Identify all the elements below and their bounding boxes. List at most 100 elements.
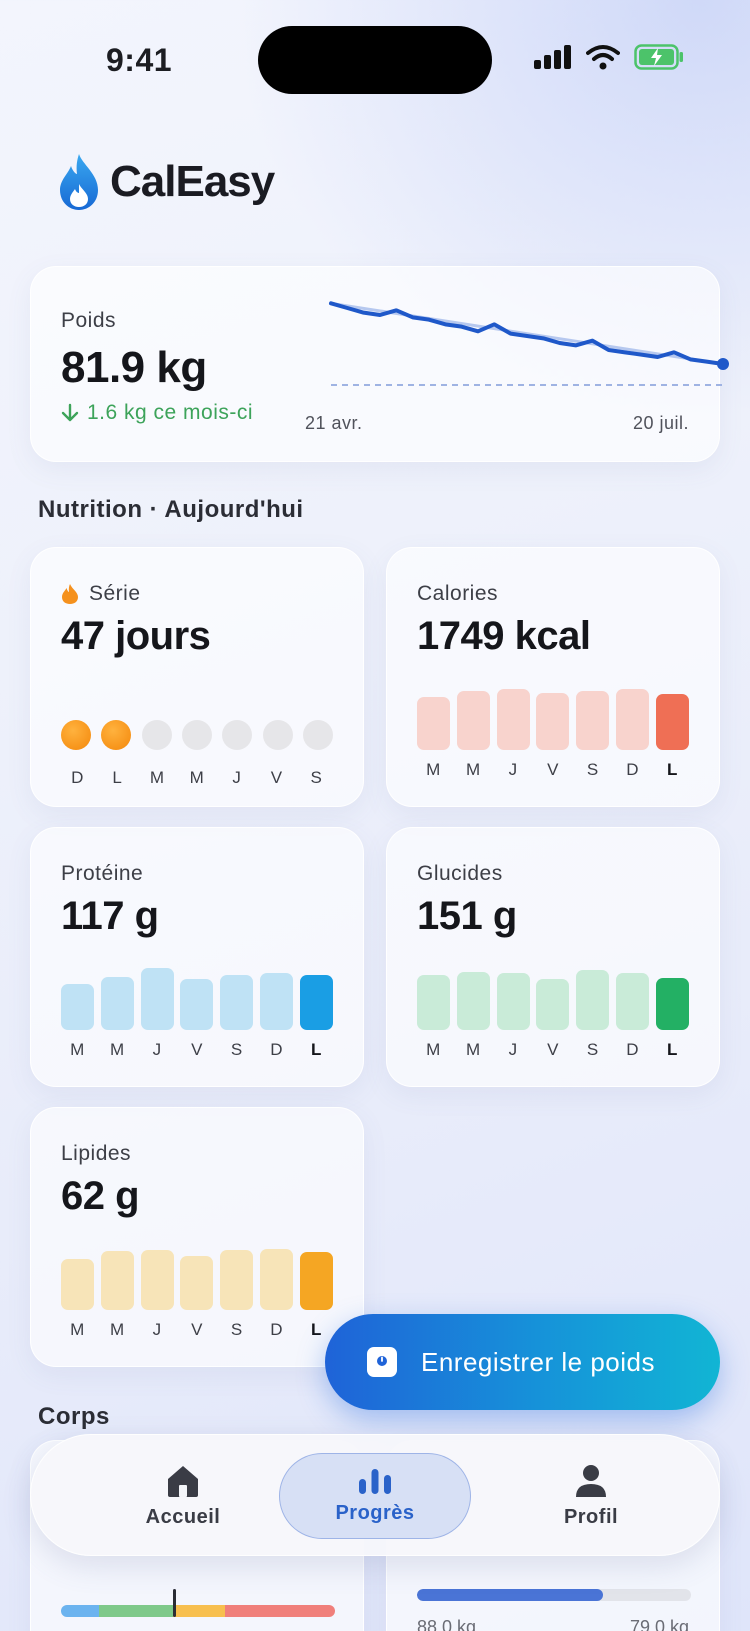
protein-day-label: S — [230, 1040, 243, 1059]
protein-day-label: M — [109, 1040, 125, 1059]
log-weight-button[interactable]: Enregistrer le poids — [325, 1314, 720, 1410]
tab-home-label: Accueil — [145, 1505, 221, 1528]
home-icon — [168, 1465, 198, 1497]
bmi-scale-bar — [61, 1605, 335, 1617]
bmi-marker — [173, 1589, 176, 1617]
protein-bar — [140, 968, 174, 1030]
protein-day-label: M — [70, 1040, 85, 1059]
streak-dot — [61, 720, 91, 750]
fats-label: Lipides — [61, 1142, 132, 1165]
calories-day-label: V — [547, 760, 559, 779]
streak-day-label: V — [270, 768, 283, 787]
carbs-day-label: M — [465, 1040, 481, 1059]
weight-x-end: 20 juil. — [632, 413, 689, 433]
fats-day-label: V — [191, 1320, 203, 1339]
weight-card[interactable]: Poids 81.9 kg 1.6 kg ce mois-ci 21 avr. … — [30, 266, 729, 462]
calories-bar — [576, 691, 610, 750]
calories-bar — [496, 689, 530, 750]
fats-bar — [220, 1250, 254, 1310]
tab-profile[interactable]: Profil — [501, 1435, 681, 1557]
wifi-icon — [586, 45, 620, 70]
protein-card[interactable]: Protéine 117 g M M J V S D L — [30, 827, 364, 1087]
streak-dots — [61, 720, 333, 750]
calories-day-label: L — [667, 760, 678, 779]
streak-card[interactable]: Série 47 jours D L M M J V S — [30, 547, 364, 807]
protein-label: Protéine — [61, 862, 144, 885]
carbs-day-label: J — [508, 1040, 518, 1059]
weight-delta-text: 1.6 kg ce mois-ci — [87, 401, 254, 424]
fats-day-label: M — [70, 1320, 85, 1339]
goal-progress-bar — [417, 1589, 691, 1601]
cellular-signal-icon — [534, 45, 571, 69]
fats-day-label: S — [230, 1320, 243, 1339]
carbs-bar — [576, 970, 610, 1030]
tab-progress[interactable]: Progrès — [279, 1453, 471, 1539]
bar-chart-icon — [359, 1468, 391, 1494]
streak-label: Série — [89, 582, 141, 605]
calories-bar — [456, 691, 490, 750]
person-icon — [576, 1464, 606, 1497]
streak-label-row: Série — [61, 582, 141, 606]
fats-bar — [299, 1252, 333, 1310]
protein-bar — [220, 975, 254, 1030]
app-logo: CalEasy — [58, 152, 275, 212]
fats-card[interactable]: Lipides 62 g M M J V S D L — [30, 1107, 364, 1367]
calories-bar — [616, 689, 650, 750]
calories-bar — [655, 694, 689, 750]
protein-bar — [299, 975, 333, 1030]
fats-day-label: L — [311, 1320, 322, 1339]
carbs-card[interactable]: Glucides 151 g M M J V S D L — [386, 827, 720, 1087]
calories-day-label: M — [465, 760, 481, 779]
carbs-day-label: L — [667, 1040, 678, 1059]
status-bar: 9:41 — [0, 0, 750, 120]
streak-dot — [302, 720, 333, 750]
fats-bar — [180, 1256, 214, 1310]
tab-progress-label: Progrès — [335, 1501, 415, 1524]
protein-day-label: D — [270, 1040, 284, 1059]
protein-day-label: L — [311, 1040, 322, 1059]
status-icons — [534, 44, 684, 70]
carbs-bar — [616, 973, 650, 1030]
streak-dot — [101, 720, 132, 750]
protein-bar — [100, 977, 134, 1030]
scale-icon — [367, 1347, 397, 1377]
carbs-bar — [456, 972, 490, 1030]
protein-bar — [260, 973, 294, 1030]
carbs-day-label: V — [547, 1040, 559, 1059]
streak-value: 47 jours — [61, 614, 211, 658]
carbs-value: 151 g — [417, 894, 517, 938]
tab-profile-label: Profil — [563, 1505, 619, 1528]
protein-bar — [180, 979, 214, 1030]
flame-drop-icon — [60, 154, 98, 210]
streak-day-label: M — [149, 768, 165, 787]
carbs-bar — [655, 978, 689, 1030]
streak-dot — [262, 720, 293, 750]
fats-value: 62 g — [61, 1174, 140, 1218]
arrow-down-icon — [61, 403, 79, 422]
nutrition-section-title: Nutrition · Aujourd'hui — [38, 496, 304, 523]
body-section-title: Corps — [38, 1403, 110, 1430]
calories-label: Calories — [417, 582, 499, 605]
protein-bars — [61, 954, 333, 1030]
streak-day-label: S — [310, 768, 323, 787]
protein-value: 117 g — [61, 894, 159, 938]
battery-charging-icon — [634, 44, 683, 70]
calories-bars — [417, 674, 689, 750]
fats-bars — [61, 1234, 333, 1310]
streak-dot — [181, 720, 212, 750]
fats-day-label: D — [270, 1320, 284, 1339]
weight-latest-point — [717, 358, 729, 370]
calories-value: 1749 kcal — [417, 614, 591, 658]
protein-day-label: V — [191, 1040, 203, 1059]
calories-day-label: S — [586, 760, 599, 779]
carbs-bar — [496, 973, 530, 1030]
fats-bar — [100, 1251, 134, 1310]
streak-day-label: D — [71, 768, 84, 787]
carbs-day-label: M — [426, 1040, 441, 1059]
calories-card[interactable]: Calories 1749 kcal M M J V S D L — [386, 547, 720, 807]
tab-home[interactable]: Accueil — [93, 1435, 273, 1557]
